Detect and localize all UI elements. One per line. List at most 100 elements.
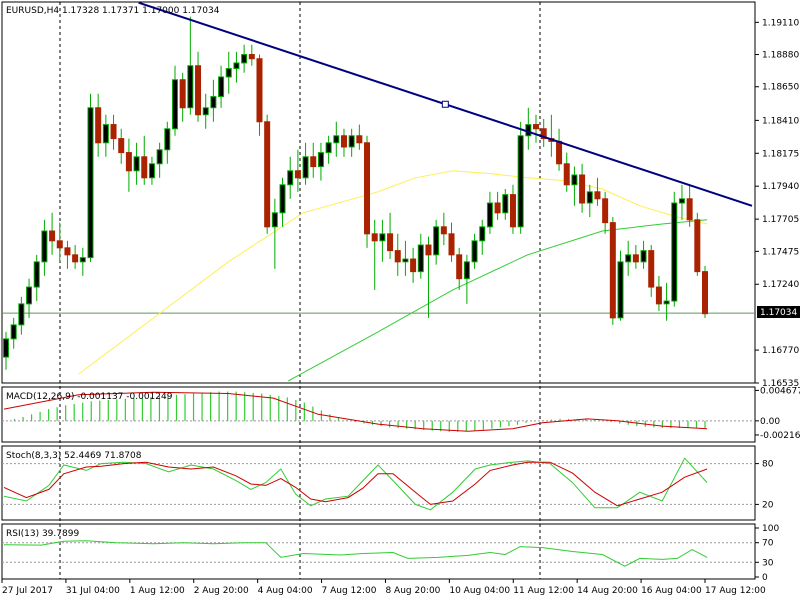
- candle-bear: [264, 121, 271, 228]
- candle-bear: [694, 219, 701, 273]
- candle-bear: [494, 202, 501, 214]
- rsi-line: [3, 540, 708, 567]
- candle-bull: [133, 156, 140, 172]
- stoch-pane[interactable]: [1, 445, 756, 521]
- candle-bull: [333, 135, 340, 144]
- macd-layer: [2, 391, 755, 432]
- candle-bull: [187, 65, 194, 109]
- candle-bear: [364, 142, 371, 235]
- candle-bear: [294, 170, 301, 179]
- price-tick-label: 1.18650: [762, 83, 799, 93]
- rsi-tick-label: 0: [762, 573, 768, 583]
- stoch-main-line: [3, 457, 708, 511]
- moving-average-slow: [287, 219, 708, 382]
- time-tick-label: 10 Aug 04:00: [449, 586, 510, 596]
- rsi-header: RSI(13) 39.7899: [6, 529, 79, 539]
- macd-tick-label: 0.004677: [760, 386, 800, 396]
- candle-bear: [456, 254, 463, 280]
- candle-bull: [233, 62, 240, 70]
- time-tick-label: 14 Aug 20:00: [577, 586, 638, 596]
- candle-bull: [241, 54, 248, 64]
- candle-bull: [678, 198, 685, 204]
- macd-pane[interactable]: [1, 386, 756, 443]
- time-tick-label: 16 Aug 04:00: [641, 586, 702, 596]
- candle-bull: [202, 107, 209, 116]
- candle-bear: [563, 163, 570, 186]
- time-tick-label: 2 Aug 20:00: [194, 586, 249, 596]
- candle-bear: [256, 58, 263, 123]
- rsi-pane[interactable]: [1, 523, 756, 580]
- price-tick-label: 1.17705: [762, 215, 799, 225]
- price-pane[interactable]: [1, 1, 756, 384]
- candle-bear: [72, 254, 79, 263]
- candle-bull: [325, 142, 332, 154]
- time-tick-label: 8 Aug 20:00: [385, 586, 440, 596]
- price-tick-label: 1.18410: [762, 116, 799, 126]
- rsi-tick-label: 30: [762, 558, 774, 568]
- macd-signal-line: [3, 391, 708, 432]
- rsi-tick-label: 70: [762, 539, 774, 549]
- candle-bear: [340, 135, 347, 148]
- candle-bear: [410, 258, 417, 273]
- time-tick-label: 31 Jul 04:00: [66, 586, 120, 596]
- price-tick-label: 1.19110: [762, 18, 799, 28]
- candle-bull: [348, 135, 355, 148]
- candle-bear: [95, 107, 102, 144]
- candle-bear: [141, 156, 148, 179]
- stoch-header: Stoch(8,3,3) 52.4469 71.8708: [6, 451, 142, 461]
- current-price-label: 1.17034: [760, 308, 797, 318]
- candle-bull: [517, 135, 524, 228]
- candle-bull: [625, 254, 632, 263]
- candle-bull: [279, 184, 286, 214]
- candle-bear: [118, 138, 125, 154]
- candle-bear: [655, 286, 662, 305]
- candle-bull: [41, 230, 48, 263]
- time-tick-label: 17 Aug 12:00: [705, 586, 766, 596]
- candle-bull: [479, 226, 486, 242]
- price-layer: [2, 1, 755, 382]
- candle-bull: [210, 96, 217, 109]
- candle-bear: [579, 174, 586, 204]
- candle-bear: [64, 247, 71, 256]
- time-tick-label: 27 Jul 2017: [2, 586, 53, 596]
- candle-bear: [248, 54, 255, 60]
- current-price-tag: [757, 306, 800, 318]
- candle-bear: [195, 65, 202, 116]
- candle-bull: [302, 156, 309, 179]
- candle-bull: [3, 338, 9, 358]
- moving-average-fast: [78, 170, 708, 375]
- candle-bear: [387, 233, 394, 252]
- candle-bear: [425, 244, 432, 256]
- candle-bull: [640, 250, 647, 263]
- candle-bull: [18, 303, 25, 326]
- candle-bull: [225, 68, 232, 78]
- candle-bear: [533, 124, 540, 130]
- candle-bull: [663, 300, 670, 305]
- candle-bear: [594, 191, 601, 200]
- axes-layer: 1.19110 1.18880 1.18650 1.18410 1.18175 1.179…: [1, 18, 800, 596]
- candle-bull: [33, 261, 40, 288]
- candle-bear: [310, 156, 317, 168]
- vertical-grid: [59, 2, 541, 579]
- candle-bull: [586, 191, 593, 204]
- candle-bear: [648, 250, 655, 288]
- candle-bear: [49, 230, 56, 242]
- stoch-layer: [2, 457, 755, 511]
- candle-bear: [394, 250, 401, 263]
- candle-bull: [379, 233, 386, 242]
- candle-bull: [502, 194, 509, 214]
- candle-bear: [110, 124, 117, 140]
- candle-bull: [617, 261, 624, 319]
- rsi-tick-label: 100: [762, 524, 779, 534]
- candle-bull: [417, 244, 424, 273]
- time-tick-label: 1 Aug 12:00: [130, 586, 185, 596]
- price-header: EURUSD,H4 1.17328 1.17371 1.17000 1.1703…: [6, 6, 220, 16]
- price-tick-label: 1.18175: [762, 149, 799, 159]
- candle-bull: [171, 79, 178, 130]
- candle-bull: [671, 202, 678, 302]
- candle-bear: [540, 128, 547, 140]
- price-tick-label: 1.16535: [762, 379, 799, 389]
- candle-bear: [686, 198, 693, 221]
